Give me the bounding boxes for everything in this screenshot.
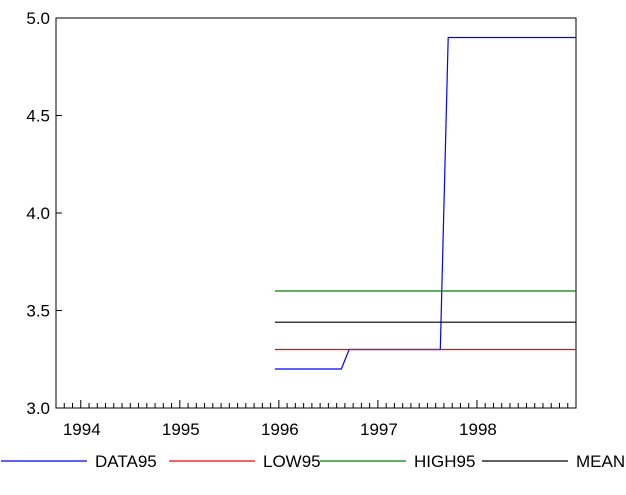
x-tick-label: 1994	[63, 420, 101, 439]
y-tick-label: 3.0	[26, 399, 50, 418]
y-axis: 3.0 3.5 4.0 4.5 5.0	[26, 9, 62, 418]
legend-label-low95: LOW95	[263, 452, 321, 471]
legend-label-data95: DATA95	[95, 452, 157, 471]
x-tick-label: 1998	[459, 420, 497, 439]
series-line-data95	[274, 36, 576, 370]
y-tick-label: 4.5	[26, 107, 50, 126]
y-tick-label: 4.0	[26, 204, 50, 223]
series-layer	[274, 36, 576, 370]
x-axis: 1994 1995 1996 1997 1998	[55, 400, 577, 439]
y-tick-label: 5.0	[26, 9, 50, 28]
x-tick-label: 1996	[261, 420, 299, 439]
x-tick-label: 1995	[162, 420, 200, 439]
x-tick-label: 1997	[360, 420, 398, 439]
legend: DATA95 LOW95 HIGH95 MEAN95	[1, 452, 626, 471]
y-tick-label: 3.5	[26, 302, 50, 321]
legend-label-mean95: MEAN95	[576, 452, 626, 471]
legend-label-high95: HIGH95	[414, 452, 475, 471]
